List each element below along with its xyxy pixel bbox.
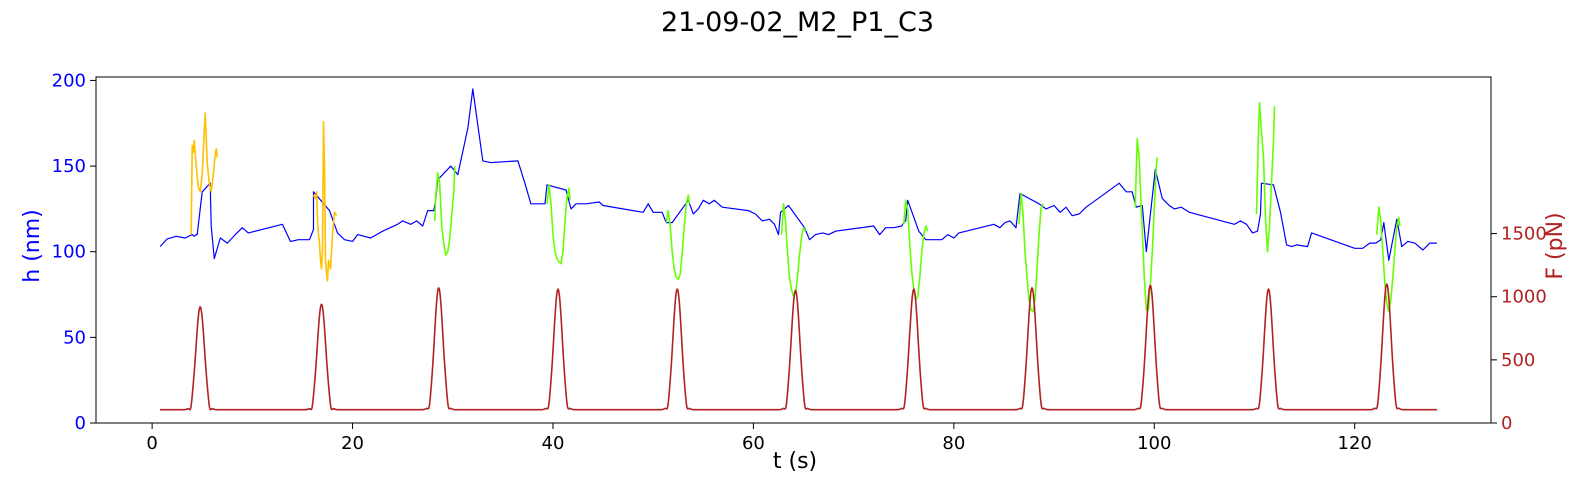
orange-segment-2 (312, 120, 338, 282)
axes-border (95, 76, 1492, 424)
right-y-axis-title: F (pN) (1543, 212, 1568, 279)
left-y-axis-title: h (nm) (20, 209, 45, 282)
green-segment-8 (1255, 101, 1276, 253)
height-trace (159, 88, 1437, 261)
left-y-tick-label: 50 (63, 327, 86, 348)
left-y-tick-label: 0 (75, 413, 86, 434)
x-axis: 0 20 40 60 80 100 120 (146, 423, 1372, 454)
x-tick-label: 20 (341, 433, 364, 454)
force-trace (159, 283, 1438, 411)
left-y-axis: 0 50 100 150 200 (52, 70, 96, 434)
green-segment-3 (665, 194, 691, 280)
x-tick-label: 40 (542, 433, 565, 454)
x-tick-label: 0 (146, 433, 157, 454)
green-segment-6 (1018, 192, 1044, 313)
left-y-tick-label: 200 (52, 70, 86, 91)
green-segment-9 (1376, 206, 1401, 313)
green-segment-5 (902, 199, 929, 301)
right-y-tick-label: 500 (1501, 350, 1535, 371)
x-tick-label: 60 (742, 433, 765, 454)
chart-title: 21-09-02_M2_P1_C3 (661, 7, 934, 38)
orange-segment-1 (190, 112, 219, 235)
x-tick-label: 120 (1338, 433, 1372, 454)
right-y-tick-label: 1000 (1501, 287, 1547, 308)
right-y-tick-label: 0 (1501, 413, 1512, 434)
x-tick-label: 80 (942, 433, 965, 454)
axes-frame (95, 76, 1492, 424)
green-segment-7 (1134, 137, 1159, 311)
x-axis-title: t (s) (773, 449, 817, 474)
green-segment-4 (780, 203, 807, 297)
left-y-tick-label: 150 (52, 156, 86, 177)
x-tick-label: 100 (1137, 433, 1171, 454)
left-y-tick-label: 100 (52, 242, 86, 263)
green-segment-1 (433, 166, 456, 256)
right-y-axis: 0 500 1000 1500 (1491, 224, 1547, 434)
plot-area (159, 88, 1438, 411)
green-segment-2 (546, 184, 571, 265)
right-y-tick-label: 1500 (1501, 224, 1547, 245)
